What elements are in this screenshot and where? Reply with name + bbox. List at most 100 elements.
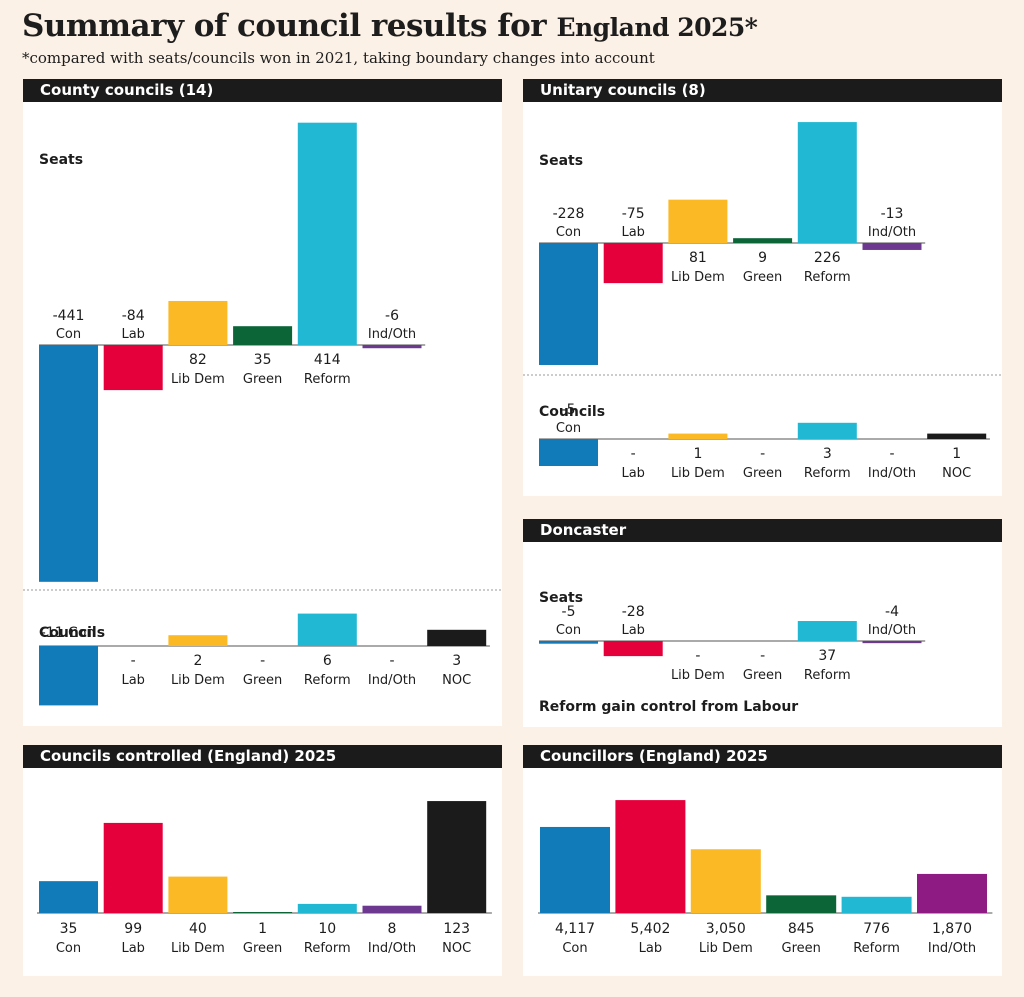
county-seats-ind-oth-category: Ind/Oth: [368, 327, 416, 342]
unitary-councils-reform-category: Reform: [804, 466, 851, 481]
councillors-green-value: 845: [788, 921, 815, 937]
unitary-councils-lab-value: -: [631, 446, 636, 462]
councillors-con-value: 4,117: [555, 921, 595, 937]
doncaster-seats-lib-dem-category: Lib Dem: [671, 668, 725, 683]
county-councils-noc-bar: [427, 629, 487, 646]
county-councils-noc-value: 3: [452, 653, 461, 669]
unitary-councils-lib-dem-value: 1: [693, 446, 702, 462]
unitary-councils-green-category: Green: [743, 466, 782, 481]
county-councils-lib-dem-bar: [168, 635, 228, 646]
doncaster-seats-lab-category: Lab: [621, 623, 644, 638]
unitary-councils-reform-bar: [797, 422, 857, 439]
doncaster-chart: Seats Reform gain control from Labour -5…: [539, 590, 926, 715]
county-seats-con-value: -441: [53, 308, 85, 324]
councillors-ind-oth-value: 1,870: [932, 921, 972, 937]
unitary-councils-lab-category: Lab: [621, 466, 644, 481]
unitary-councils-green-value: -: [760, 446, 765, 462]
councillors-reform-category: Reform: [853, 941, 900, 956]
county-councils-con-label: -11 Con: [41, 625, 96, 641]
county-seats-ind-oth-value: -6: [385, 308, 399, 324]
county-councils-lab-value: -: [131, 653, 136, 669]
unitary-seats-green-category: Green: [743, 270, 782, 285]
county-seats-con-bar: [39, 345, 98, 582]
controlled-reform-value: 10: [318, 921, 336, 937]
county-seats-label: Seats: [39, 152, 83, 168]
title-region: England 2025*: [556, 13, 758, 42]
county-seats-ind-oth-bar: [362, 345, 422, 349]
doncaster-panel: Doncaster Seats Reform gain control from…: [523, 519, 1002, 727]
unitary-councils-ind-oth-category: Ind/Oth: [868, 466, 916, 481]
unitary-seats-ind-oth-category: Ind/Oth: [868, 225, 916, 240]
councillors-reform-value: 776: [863, 921, 890, 937]
doncaster-seats-lib-dem-value: -: [695, 648, 700, 664]
county-councils-reform-value: 6: [323, 653, 332, 669]
county-councils-lib-dem-category: Lib Dem: [171, 673, 225, 688]
unitary-seats-lib-dem-value: 81: [689, 250, 707, 266]
doncaster-note: Reform gain control from Labour: [539, 699, 798, 715]
controlled-lab-category: Lab: [121, 941, 144, 956]
doncaster-seats-con-bar: [539, 641, 598, 644]
unitary-councils-chart: Seats Councils -228 Con -75 Lab 81 Lib Dem 9 Gr…: [523, 122, 1002, 481]
doncaster-seats-ind-oth-category: Ind/Oth: [868, 623, 916, 638]
councillors-con-category: Con: [562, 941, 587, 956]
unitary-councils-lib-dem-category: Lib Dem: [671, 466, 725, 481]
controlled-lib-dem-category: Lib Dem: [171, 941, 225, 956]
councillors-green-category: Green: [782, 941, 821, 956]
unitary-seats-ind-oth-bar: [862, 243, 922, 250]
unitary-councils-con-bar: [539, 439, 598, 466]
unitary-seats-ind-oth-value: -13: [881, 206, 904, 222]
title-main: Summary of council results for: [22, 8, 547, 44]
doncaster-seats-label: Seats: [539, 590, 583, 606]
county-seats-lab-category: Lab: [121, 327, 144, 342]
controlled-con-category: Con: [56, 941, 81, 956]
unitary-seats-con-value: -228: [553, 206, 585, 222]
county-councils-ind-oth-value: -: [389, 653, 394, 669]
county-seats-reform-value: 414: [314, 352, 341, 368]
county-councils-lab-category: Lab: [121, 673, 144, 688]
county-seats-lib-dem-category: Lib Dem: [171, 372, 225, 387]
controlled-lab-bar: [103, 822, 163, 913]
doncaster-seats-con-value: -5: [562, 604, 576, 620]
councillors-lib-dem-bar: [690, 849, 761, 913]
unitary-councils-label: Councils: [539, 404, 605, 420]
county-councils-lib-dem-value: 2: [193, 653, 202, 669]
unitary-seats-green-bar: [733, 238, 793, 243]
county-councils-label: Councils: [39, 625, 105, 641]
unitary-councils-con-category: Con: [556, 421, 581, 436]
county-councils-ind-oth-category: Ind/Oth: [368, 673, 416, 688]
controlled-ind-oth-category: Ind/Oth: [368, 941, 416, 956]
doncaster-seats-ind-oth-value: -4: [885, 604, 899, 620]
page-title: Summary of council results for England 2…: [22, 8, 758, 44]
unitary-seats-lib-dem-category: Lib Dem: [671, 270, 725, 285]
councils-controlled-chart: 35 Con 99 Lab 40 Lib Dem 1 Green 10 Reform 8 Ind/Ot…: [37, 801, 492, 956]
councillors-green-bar: [766, 895, 837, 913]
unitary-councils-noc-category: NOC: [942, 466, 971, 481]
controlled-noc-value: 123: [443, 921, 470, 937]
unitary-seats-reform-bar: [797, 122, 857, 243]
councillors-lab-value: 5,402: [630, 921, 670, 937]
unitary-councils-noc-value: 1: [952, 446, 961, 462]
unitary-councils-panel: Unitary councils (8) Seats Councils -228…: [523, 79, 1002, 496]
doncaster-seats-ind-oth-bar: [862, 641, 922, 644]
unitary-seats-con-category: Con: [556, 225, 581, 240]
doncaster-header: Doncaster: [523, 519, 1002, 542]
unitary-seats-reform-value: 226: [814, 250, 841, 266]
controlled-con-bar: [39, 881, 98, 913]
county-seats-con-category: Con: [56, 327, 81, 342]
county-councils-chart: Seats Councils -441 Con -84 Lab 82 Lib Dem 35 G…: [23, 122, 502, 706]
unitary-seats-green-value: 9: [758, 250, 767, 266]
controlled-green-bar: [233, 912, 293, 913]
controlled-reform-bar: [297, 903, 357, 913]
page-subtitle: *compared with seats/councils won in 202…: [22, 49, 655, 67]
doncaster-seats-lab-value: -28: [622, 604, 645, 620]
county-seats-green-value: 35: [254, 352, 272, 368]
controlled-noc-bar: [427, 801, 487, 913]
doncaster-seats-reform-category: Reform: [804, 668, 851, 683]
controlled-green-category: Green: [243, 941, 282, 956]
county-councils-green-value: -: [260, 653, 265, 669]
doncaster-seats-green-value: -: [760, 648, 765, 664]
controlled-lab-value: 99: [124, 921, 142, 937]
councils-controlled-header: Councils controlled (England) 2025: [23, 745, 502, 768]
county-seats-lab-bar: [103, 345, 163, 391]
county-councils-noc-category: NOC: [442, 673, 471, 688]
